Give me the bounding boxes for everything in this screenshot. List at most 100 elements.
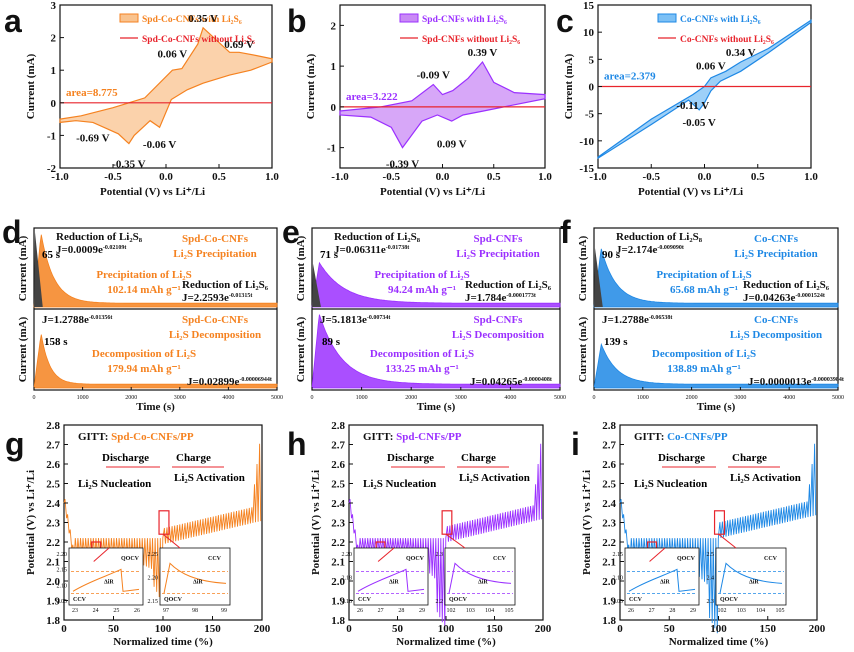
panel-label-b: b [287, 3, 307, 39]
reduction-equation: J=0.0009e-0.02109t [56, 244, 126, 256]
x-tick-label: 0.0 [436, 171, 450, 183]
inset-label-1: QOCV [406, 556, 425, 562]
inset-label-3: QOCV [449, 597, 468, 603]
capacity-label: Precipitation of Li₂S [96, 269, 191, 281]
inset-xtick: 104 [485, 608, 494, 614]
capacity-value: 65.68 mAh g⁻¹ [670, 284, 738, 296]
pot-y-axis-label: Current (mA) [577, 316, 589, 382]
gitt-title: GITT: Co-CNFs/PP [634, 431, 728, 443]
inset-label-3: CCV [73, 597, 87, 603]
cv-curve-b [339, 60, 546, 149]
inset-xtick: 28 [669, 608, 675, 614]
x-tick-label: 1.0 [804, 171, 818, 183]
inset-ytick: 2.20 [342, 552, 353, 558]
x-tick-label: 150 [204, 623, 221, 635]
y-tick-label: 2 [331, 20, 337, 32]
y-axis-label: Potential (V) vs Li⁺/Li [310, 470, 322, 575]
panel-label-h: h [287, 426, 307, 462]
nucleation-label: Li₂S Nucleation [78, 478, 151, 490]
x-axis-label: Normalized time (%) [396, 636, 496, 648]
y-tick-label: 2.5 [602, 479, 616, 491]
x-tick-label: 0.0 [159, 171, 173, 183]
inset-ytick: 2.10 [613, 576, 624, 582]
x-tick-label: 50 [664, 623, 676, 635]
process-title: Li₂S Precipitation [734, 248, 817, 260]
decomp-capacity-label: Decomposition of Li₂S [652, 348, 756, 360]
inset-xtick: 26 [357, 608, 363, 614]
x-axis-label: Potential (V) vs Li⁺/Li [100, 186, 205, 198]
decomp-capacity-label: Decomposition of Li₂S [370, 348, 474, 360]
area-label: area=2.379 [604, 71, 656, 83]
x-tick-label: 0.0 [698, 171, 712, 183]
x-axis-label: Normalized time (%) [669, 636, 769, 648]
process-title: Li₂S Precipitation [456, 248, 539, 260]
inset-ytick: 2.18 [342, 576, 353, 582]
decomp-process-title: Li₂S Decomposition [452, 329, 544, 341]
inset-xtick: 104 [756, 608, 765, 614]
inset-xtick: 103 [737, 608, 746, 614]
nucleation-pointer [93, 547, 110, 562]
legend-swatch [399, 13, 419, 23]
y-tick-label: 1.8 [602, 615, 616, 627]
y-tick-label: 1.9 [602, 596, 616, 608]
y-tick-label: 5 [589, 54, 595, 66]
x-tick-label: 5000 [271, 395, 283, 401]
inset-curve [357, 568, 425, 592]
x-axis-label: Time (s) [417, 401, 456, 413]
x-tick-label: 1000 [77, 395, 89, 401]
y-tick-label: 2.8 [602, 420, 616, 432]
inset-ytick: 2.15 [148, 599, 159, 605]
reduction-label: Reduction of Li₂S₈ [56, 231, 143, 243]
x-axis-label: Potential (V) vs Li⁺/Li [380, 186, 485, 198]
inset-frame [353, 547, 429, 606]
inset-xtick: 23 [72, 608, 78, 614]
charge-label: Charge [461, 452, 496, 464]
inset-ytick: 2.05 [57, 599, 68, 605]
panel-label-i: i [571, 426, 580, 462]
inset-curve [163, 562, 227, 594]
y-axis-label: Potential (V) vs Li⁺/Li [581, 470, 593, 575]
inset-xtick: 105 [505, 608, 514, 614]
y-tick-label: 1.8 [46, 615, 60, 627]
legend-with: Co-CNFs with Li₂S₆ [680, 15, 761, 25]
x-tick-label: 200 [809, 623, 826, 635]
x-tick-label: -0.5 [643, 171, 661, 183]
inset-xtick: 28 [398, 608, 404, 614]
y-tick-label: 1.9 [331, 596, 345, 608]
pot-y-axis-label: Current (mA) [577, 235, 589, 301]
inset-frame [444, 547, 516, 606]
decomp-equation1: J=1.2788e-0.06538t [602, 314, 672, 326]
y-tick-label: 2.1 [602, 557, 616, 569]
gitt-title: GITT: Spd-Co-CNFs/PP [78, 431, 194, 443]
capacity-label: Precipitation of Li₂S [656, 269, 751, 281]
legend-without: Co-CNFs without Li₂S₆ [680, 35, 774, 45]
y-tick-label: 2.6 [46, 459, 60, 471]
x-axis-label: Time (s) [697, 401, 736, 413]
y-tick-label: 1.8 [331, 615, 345, 627]
capacity-value: 102.14 mAh g⁻¹ [107, 284, 181, 296]
inset-frame [159, 547, 231, 606]
x-tick-label: 0 [33, 395, 36, 401]
y-tick-label: 2.0 [602, 576, 616, 588]
decomp-equation1: J=5.1813e-0.00734t [320, 314, 390, 326]
x-axis-label: Potential (V) vs Li⁺/Li [638, 186, 743, 198]
reduction-label: Reduction of Li₂S₈ [616, 231, 703, 243]
y-tick-label: 3 [51, 0, 57, 12]
inset-label-2: ΔiR [749, 579, 759, 585]
x-tick-label: 0 [593, 395, 596, 401]
x-tick-label: 0.5 [487, 171, 501, 183]
y-axis-label: Current (mA) [563, 53, 575, 119]
peak-label: 0.34 V [726, 47, 756, 59]
x-tick-label: 1000 [356, 395, 368, 401]
decomp-process-title: Li₂S Decomposition [730, 329, 822, 341]
time-label: 90 s [602, 249, 621, 261]
pot-y-axis-label: Current (mA) [17, 316, 29, 382]
y-tick-label: 15 [583, 0, 595, 12]
x-tick-label: 0.5 [212, 171, 226, 183]
y-tick-label: 2.3 [46, 518, 60, 530]
inset-ytick: 2.3 [707, 599, 715, 605]
decomp-sample-title: Spd-Co-CNFs [182, 314, 249, 326]
reduction-equation: J=0.06311e-0.01738t [334, 244, 409, 256]
x-tick-label: -0.5 [383, 171, 401, 183]
nucleation-label: Li₂S Nucleation [634, 478, 707, 490]
